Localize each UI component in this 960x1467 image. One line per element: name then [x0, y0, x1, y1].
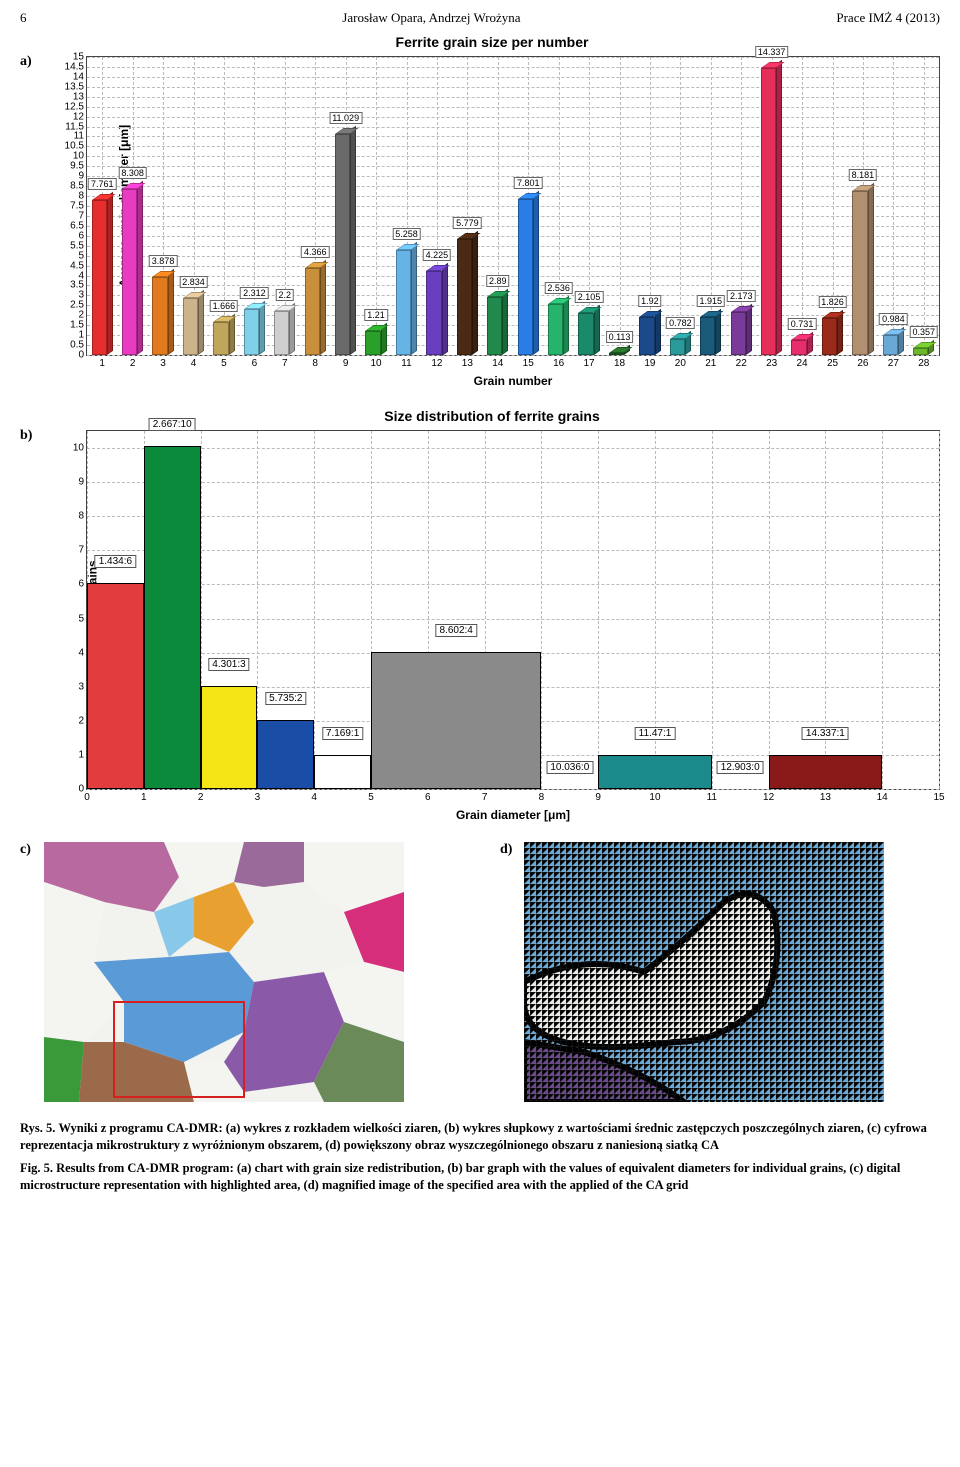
authors: Jarosław Opara, Andrzej Wrożyna: [342, 10, 520, 26]
caption-en-figno: Fig. 5.: [20, 1161, 53, 1175]
panel-b: b) Size distribution of ferrite grains A…: [20, 408, 940, 822]
chart-b-bar: [769, 755, 883, 789]
panel-b-label: b): [20, 408, 44, 444]
chart-a-bar: [670, 339, 691, 355]
journal-ref: Prace IMŻ 4 (2013): [836, 10, 940, 26]
page-number: 6: [20, 10, 27, 26]
caption-pl-text: Wyniki z programu CA-DMR: (a) wykres z r…: [20, 1121, 927, 1152]
chart-a-bar: [518, 199, 539, 355]
chart-a-bar: [761, 68, 782, 355]
panel-a-label: a): [20, 34, 44, 70]
chart-a-bar: [578, 313, 599, 355]
chart-a-bar: [852, 191, 873, 355]
microstructure-c: [44, 842, 404, 1102]
chart-b-bar: [144, 446, 201, 789]
panel-c-label: c): [20, 842, 44, 858]
chart-a-bar: [791, 340, 812, 355]
caption-pl-figno: Rys. 5.: [20, 1121, 55, 1135]
chart-a-bar: [335, 134, 356, 355]
chart-b-bar: [87, 583, 144, 789]
chart-b-bar: [371, 652, 541, 789]
chart-b: Amount of grains 01234567891001234567891…: [86, 430, 940, 790]
panel-d-label: d): [500, 842, 524, 858]
chart-a-bar: [365, 331, 386, 355]
chart-a-bar: [213, 322, 234, 355]
chart-a-title: Ferrite grain size per number: [44, 34, 940, 50]
chart-a-bar: [487, 297, 508, 355]
caption-pl: Rys. 5. Wyniki z programu CA-DMR: (a) wy…: [20, 1120, 940, 1154]
chart-a-bar: [457, 239, 478, 355]
microstructure-d: [524, 842, 884, 1102]
chart-a-bar: [426, 271, 447, 356]
chart-a-bar: [396, 250, 417, 355]
chart-a-bar: [274, 311, 295, 355]
chart-a-bar: [152, 277, 173, 355]
chart-a-bar: [639, 317, 660, 355]
chart-b-xlabel: Grain diameter [μm]: [86, 808, 940, 822]
chart-a-bar: [700, 317, 721, 355]
chart-a-bar: [183, 298, 204, 355]
chart-a-bar: [244, 309, 265, 355]
caption-en-text: Results from CA-DMR program: (a) chart w…: [20, 1161, 900, 1192]
chart-a-bar: [92, 200, 113, 355]
chart-a-bar: [122, 189, 143, 355]
chart-a-bar: [731, 312, 752, 355]
chart-a-bar: [883, 335, 904, 355]
page-header: 6 Jarosław Opara, Andrzej Wrożyna Prace …: [20, 10, 940, 26]
chart-b-bar: [314, 755, 371, 789]
chart-b-bar: [201, 686, 258, 789]
chart-a-bar: [548, 304, 569, 355]
panels-cd: c) d: [20, 842, 940, 1102]
caption-en: Fig. 5. Results from CA-DMR program: (a)…: [20, 1160, 940, 1194]
chart-a-xlabel: Grain number: [86, 374, 940, 388]
chart-a-bar: [305, 268, 326, 355]
chart-a: Average grain diameter [μm] 00.511.522.5…: [86, 56, 940, 356]
chart-b-bar: [257, 720, 314, 789]
chart-b-bar: [598, 755, 712, 789]
panel-a: a) Ferrite grain size per number Average…: [20, 34, 940, 388]
chart-a-bar: [913, 348, 934, 355]
chart-a-bar: [822, 318, 843, 355]
